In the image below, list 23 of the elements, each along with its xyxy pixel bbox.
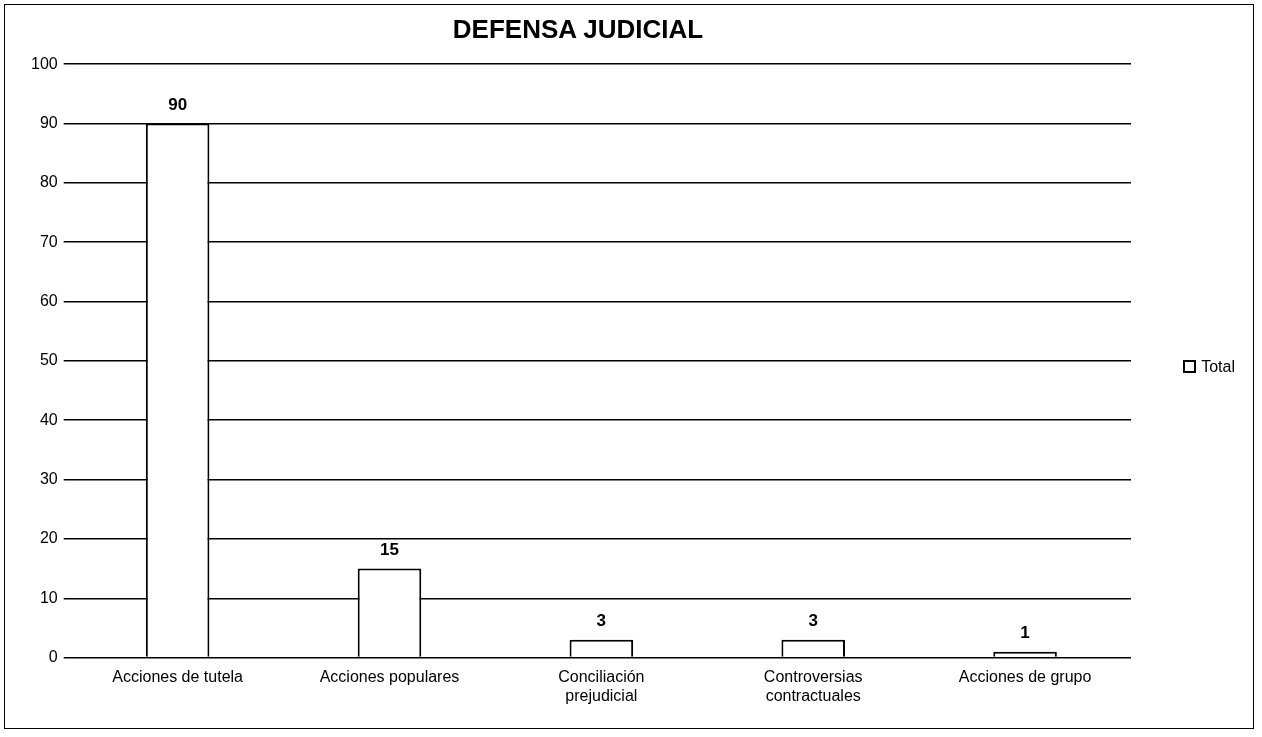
y-tick-label: 50 xyxy=(39,351,58,369)
data-label: 90 xyxy=(168,94,188,114)
y-tick-label: 30 xyxy=(39,469,58,487)
x-tick-label: Controversias contractuales xyxy=(763,667,863,704)
x-tick-label: Acciones de grupo xyxy=(958,667,1092,685)
x-tick-label: Conciliación prejudicial xyxy=(558,667,645,704)
data-label: 1 xyxy=(1020,622,1030,642)
x-tick-label: Acciones de tutela xyxy=(112,667,244,685)
y-tick-label: 70 xyxy=(39,232,58,250)
y-tick-label: 40 xyxy=(39,410,58,428)
chart-title: DEFENSA JUDICIAL xyxy=(452,13,704,44)
y-tick-label: 80 xyxy=(39,173,58,191)
y-tick-label: 90 xyxy=(39,113,58,131)
y-tick-label: 100 xyxy=(30,54,58,72)
y-tick-label: 10 xyxy=(39,588,58,606)
data-label: 3 xyxy=(596,610,607,630)
y-tick-label: 0 xyxy=(48,648,58,666)
y-tick-label: 60 xyxy=(39,291,58,309)
text: Total xyxy=(1201,357,1235,376)
x-tick-label: Acciones populares xyxy=(319,667,460,685)
y-tick-label: 20 xyxy=(39,529,58,547)
data-label: 15 xyxy=(380,539,399,559)
data-label: 3 xyxy=(808,610,818,630)
